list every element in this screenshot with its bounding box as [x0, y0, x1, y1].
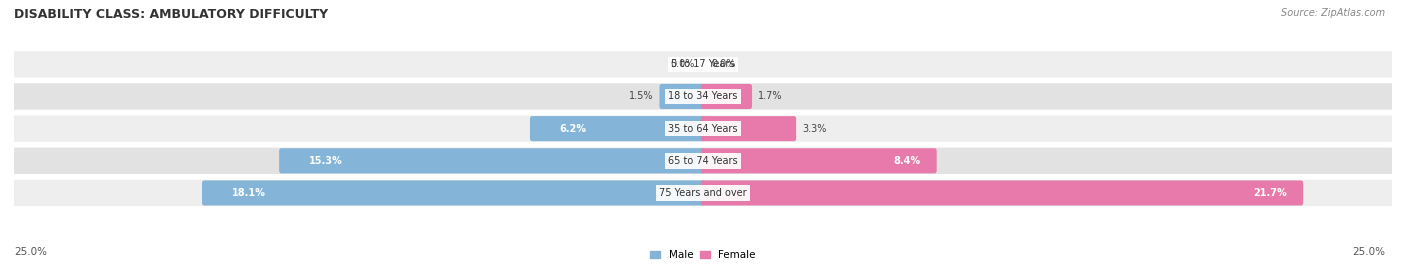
FancyBboxPatch shape [14, 116, 1392, 142]
Text: 15.3%: 15.3% [309, 156, 343, 166]
Text: DISABILITY CLASS: AMBULATORY DIFFICULTY: DISABILITY CLASS: AMBULATORY DIFFICULTY [14, 8, 328, 21]
Text: 3.3%: 3.3% [803, 124, 827, 134]
Text: 25.0%: 25.0% [14, 247, 46, 257]
FancyBboxPatch shape [14, 180, 1392, 206]
FancyBboxPatch shape [14, 83, 1392, 110]
Text: 6.2%: 6.2% [560, 124, 586, 134]
Text: 18 to 34 Years: 18 to 34 Years [668, 91, 738, 102]
FancyBboxPatch shape [700, 116, 796, 141]
Text: Source: ZipAtlas.com: Source: ZipAtlas.com [1281, 8, 1385, 18]
FancyBboxPatch shape [14, 148, 1392, 174]
Text: 35 to 64 Years: 35 to 64 Years [668, 124, 738, 134]
Text: 8.4%: 8.4% [894, 156, 921, 166]
FancyBboxPatch shape [700, 84, 752, 109]
Text: 18.1%: 18.1% [232, 188, 266, 198]
Legend: Male, Female: Male, Female [650, 250, 756, 260]
Text: 65 to 74 Years: 65 to 74 Years [668, 156, 738, 166]
Text: 21.7%: 21.7% [1254, 188, 1288, 198]
Text: 75 Years and over: 75 Years and over [659, 188, 747, 198]
FancyBboxPatch shape [202, 180, 706, 206]
Text: 0.0%: 0.0% [671, 59, 695, 69]
Text: 1.7%: 1.7% [758, 91, 783, 102]
Text: 25.0%: 25.0% [1353, 247, 1385, 257]
FancyBboxPatch shape [280, 148, 706, 173]
FancyBboxPatch shape [700, 180, 1303, 206]
Text: 5 to 17 Years: 5 to 17 Years [671, 59, 735, 69]
FancyBboxPatch shape [530, 116, 706, 141]
FancyBboxPatch shape [659, 84, 706, 109]
Text: 0.0%: 0.0% [711, 59, 735, 69]
FancyBboxPatch shape [700, 148, 936, 173]
FancyBboxPatch shape [14, 51, 1392, 77]
Text: 1.5%: 1.5% [628, 91, 654, 102]
